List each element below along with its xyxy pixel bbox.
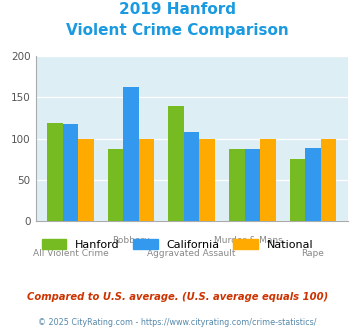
Bar: [184, 132, 200, 221]
Text: Rape: Rape: [301, 249, 324, 258]
Bar: [78, 139, 94, 221]
Bar: [168, 106, 184, 221]
Bar: [229, 149, 245, 221]
Text: Murder & Mans...: Murder & Mans...: [214, 236, 291, 245]
Bar: [290, 159, 305, 221]
Bar: [200, 139, 215, 221]
Bar: [139, 139, 154, 221]
Text: 2019 Hanford: 2019 Hanford: [119, 2, 236, 16]
Bar: [245, 149, 260, 221]
Bar: [321, 139, 336, 221]
Bar: [47, 123, 63, 221]
Text: All Violent Crime: All Violent Crime: [33, 249, 108, 258]
Bar: [63, 124, 78, 221]
Text: Aggravated Assault: Aggravated Assault: [147, 249, 236, 258]
Text: Violent Crime Comparison: Violent Crime Comparison: [66, 23, 289, 38]
Bar: [108, 149, 123, 221]
Bar: [305, 148, 321, 221]
Text: © 2025 CityRating.com - https://www.cityrating.com/crime-statistics/: © 2025 CityRating.com - https://www.city…: [38, 318, 317, 327]
Legend: Hanford, California, National: Hanford, California, National: [38, 235, 317, 254]
Bar: [260, 139, 275, 221]
Bar: [123, 87, 139, 221]
Text: Robbery: Robbery: [112, 236, 150, 245]
Text: Compared to U.S. average. (U.S. average equals 100): Compared to U.S. average. (U.S. average …: [27, 292, 328, 302]
